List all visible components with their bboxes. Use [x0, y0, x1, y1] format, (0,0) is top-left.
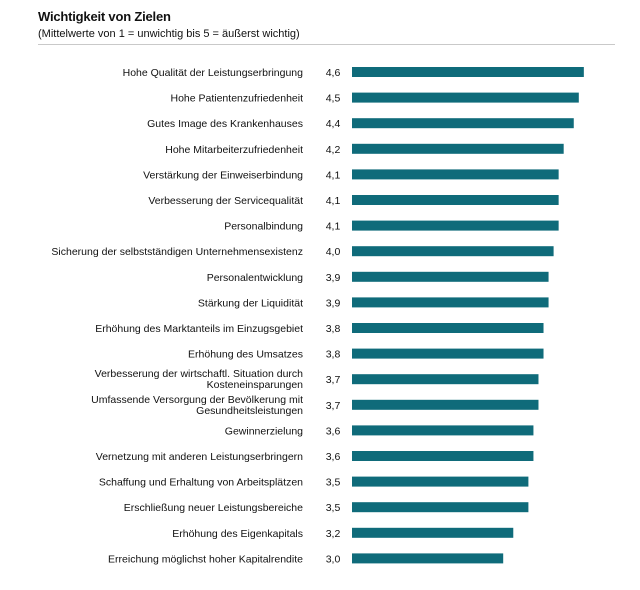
bar [352, 297, 549, 308]
category-label-line: Umfassende Versorgung der Bevölkerung mi… [91, 394, 303, 406]
category-label: Gewinnerzielung [225, 425, 303, 437]
value-label: 3,5 [326, 477, 341, 489]
category-label: Verbesserung der wirtschaftl. Situation … [95, 368, 304, 391]
value-label: 3,0 [326, 553, 341, 565]
category-label: Schaffung und Erhaltung von Arbeitsplätz… [99, 477, 303, 489]
category-label: Gutes Image des Krankenhauses [147, 118, 303, 130]
category-label: Erschließung neuer Leistungsbereiche [124, 502, 303, 514]
bar [352, 374, 539, 385]
category-label: Erhöhung des Marktanteils im Einzugsgebi… [95, 323, 303, 335]
value-label: 3,8 [326, 323, 341, 335]
category-label: Umfassende Versorgung der Bevölkerung mi… [91, 394, 303, 417]
value-label: 3,8 [326, 349, 341, 361]
value-label: 4,1 [326, 169, 341, 181]
bar [352, 425, 534, 436]
value-label: 3,2 [326, 528, 341, 540]
category-label-line: Gesundheitsleistungen [196, 405, 303, 417]
bar [352, 271, 549, 282]
value-label: 4,0 [326, 246, 341, 258]
value-label: 4,4 [326, 118, 341, 130]
category-label: Hohe Qualität der Leistungserbringung [123, 67, 304, 79]
bar [352, 246, 554, 257]
value-label: 3,7 [326, 400, 341, 412]
value-label: 3,9 [326, 297, 341, 309]
chart-subtitle: (Mittelwerte von 1 = unwichtig bis 5 = ä… [38, 28, 300, 40]
category-label-line: Verbesserung der wirtschaftl. Situation … [95, 368, 304, 380]
category-label: Sicherung der selbstständigen Unternehme… [51, 246, 303, 258]
value-label: 3,6 [326, 451, 341, 463]
value-label: 4,1 [326, 195, 341, 207]
value-label: 4,6 [326, 67, 341, 79]
category-label: Stärkung der Liquidität [198, 297, 303, 309]
bar [352, 323, 544, 333]
value-label: 4,1 [326, 221, 341, 233]
value-label: 3,7 [326, 374, 341, 386]
category-label: Verstärkung der Einweiserbindung [143, 169, 303, 181]
category-label: Vernetzung mit anderen Leistungserbringe… [96, 451, 303, 463]
category-label-line: Kosteneinsparungen [207, 379, 303, 391]
category-label: Erhöhung des Umsatzes [188, 349, 303, 361]
bar [352, 220, 559, 231]
bar [352, 553, 504, 564]
bar [352, 476, 529, 487]
chart-title: Wichtigkeit von Zielen [38, 9, 171, 24]
bar [352, 143, 564, 154]
category-label: Personalbindung [224, 221, 303, 233]
bar [352, 527, 514, 538]
value-label: 3,9 [326, 272, 341, 284]
title-divider [38, 44, 615, 45]
value-label: 4,2 [326, 144, 341, 156]
bar [352, 451, 534, 461]
bar [352, 67, 584, 77]
bar [352, 502, 529, 513]
category-label: Hohe Patientenzufriedenheit [170, 93, 303, 105]
category-label: Erreichung möglichst hoher Kapitalrendit… [108, 553, 303, 565]
value-label: 4,5 [326, 93, 341, 105]
category-label: Personalentwicklung [207, 272, 303, 284]
category-label: Verbesserung der Servicequalität [148, 195, 303, 207]
category-label: Erhöhung des Eigenkapitals [172, 528, 303, 540]
value-label: 3,6 [326, 425, 341, 437]
bar [352, 92, 579, 103]
value-label: 3,5 [326, 502, 341, 514]
category-label: Hohe Mitarbeiterzufriedenheit [165, 144, 303, 156]
bar [352, 118, 574, 129]
bar [352, 399, 539, 410]
bar [352, 348, 544, 359]
bar [352, 195, 559, 205]
bar [352, 169, 559, 180]
